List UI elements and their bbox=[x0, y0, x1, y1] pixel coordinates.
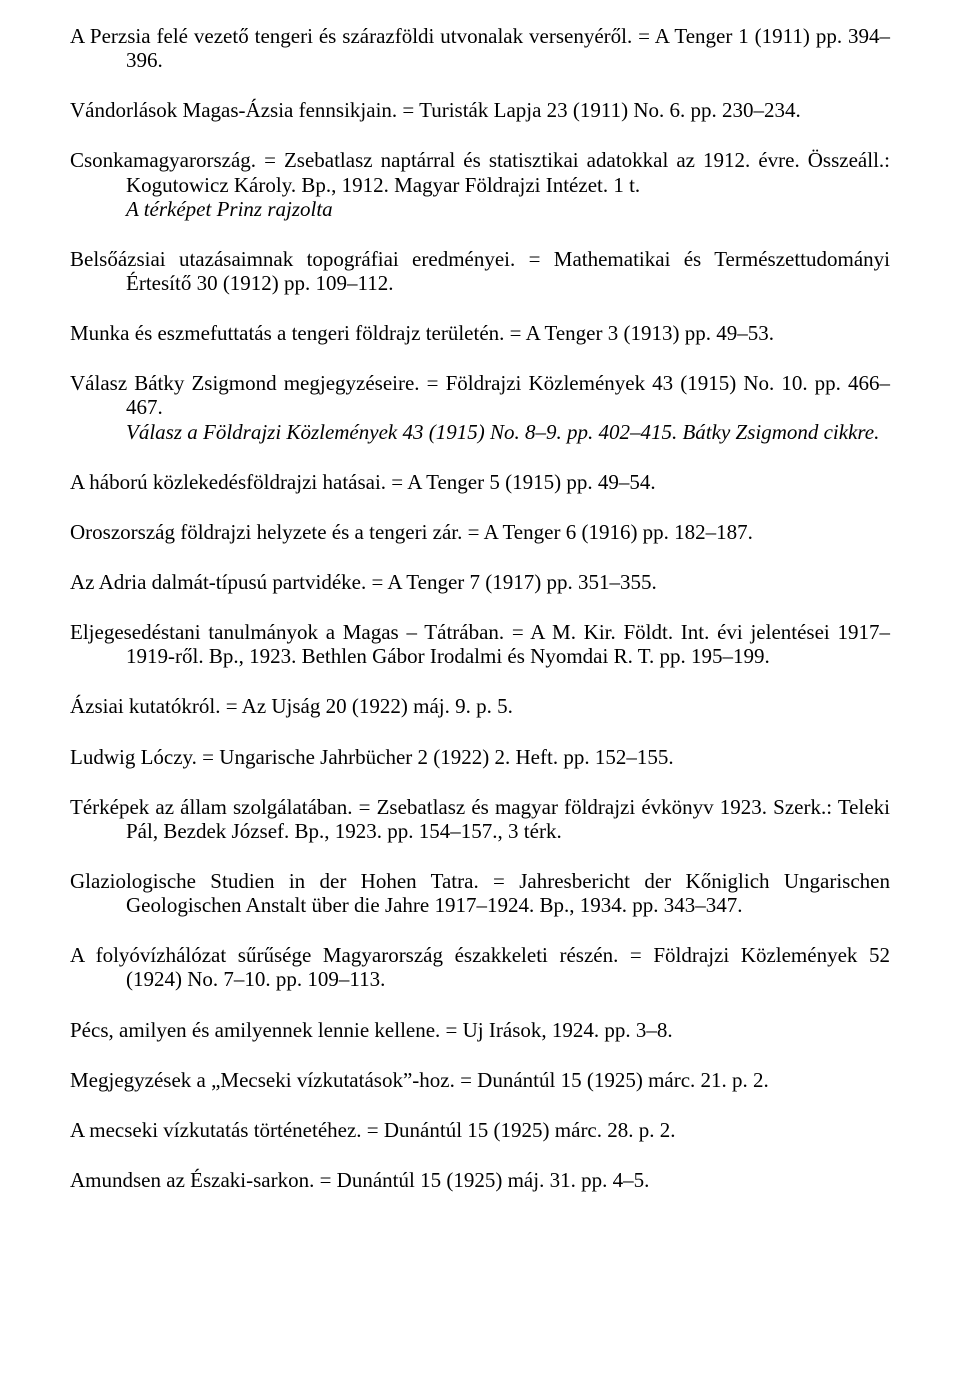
entry-text: Pécs, amilyen és amilyennek lennie kelle… bbox=[70, 1018, 890, 1042]
bibliography-entry: Amundsen az Északi-sarkon. = Dunántúl 15… bbox=[70, 1168, 890, 1192]
entry-text: Amundsen az Északi-sarkon. = Dunántúl 15… bbox=[70, 1168, 890, 1192]
entry-text: Munka és eszmefuttatás a tengeri földraj… bbox=[70, 321, 890, 345]
entry-note: Válasz a Földrajzi Közlemények 43 (1915)… bbox=[70, 420, 890, 444]
entry-text: Oroszország földrajzi helyzete és a teng… bbox=[70, 520, 890, 544]
bibliography-entry: Glaziologische Studien in der Hohen Tatr… bbox=[70, 869, 890, 917]
bibliography-entry: Munka és eszmefuttatás a tengeri földraj… bbox=[70, 321, 890, 345]
entry-text: Vándorlások Magas-Ázsia fennsikjain. = T… bbox=[70, 98, 890, 122]
entry-note: A térképet Prinz rajzolta bbox=[70, 197, 890, 221]
bibliography-entry: Vándorlások Magas-Ázsia fennsikjain. = T… bbox=[70, 98, 890, 122]
entry-text: Csonkamagyarország. = Zsebatlasz naptárr… bbox=[70, 148, 890, 196]
bibliography-entry: Oroszország földrajzi helyzete és a teng… bbox=[70, 520, 890, 544]
bibliography-entry: Megjegyzések a „Mecseki vízkutatások”-ho… bbox=[70, 1068, 890, 1092]
entry-text: A háború közlekedésföldrajzi hatásai. = … bbox=[70, 470, 890, 494]
entry-text: Válasz Bátky Zsigmond megjegyzéseire. = … bbox=[70, 371, 890, 419]
entry-text: Eljegesedéstani tanulmányok a Magas – Tá… bbox=[70, 620, 890, 668]
bibliography-entry: Ázsiai kutatókról. = Az Ujság 20 (1922) … bbox=[70, 694, 890, 718]
bibliography-entry: A háború közlekedésföldrajzi hatásai. = … bbox=[70, 470, 890, 494]
bibliography-entry: Eljegesedéstani tanulmányok a Magas – Tá… bbox=[70, 620, 890, 668]
bibliography-entry: Térképek az állam szolgálatában. = Zseba… bbox=[70, 795, 890, 843]
bibliography-list: A Perzsia felé vezető tengeri és szárazf… bbox=[70, 24, 890, 1192]
bibliography-entry: A folyóvízhálózat sűrűsége Magyarország … bbox=[70, 943, 890, 991]
entry-text: Megjegyzések a „Mecseki vízkutatások”-ho… bbox=[70, 1068, 890, 1092]
bibliography-entry: A mecseki vízkutatás történetéhez. = Dun… bbox=[70, 1118, 890, 1142]
entry-text: A mecseki vízkutatás történetéhez. = Dun… bbox=[70, 1118, 890, 1142]
entry-text: Az Adria dalmát-típusú partvidéke. = A T… bbox=[70, 570, 890, 594]
entry-text: Belsőázsiai utazásaimnak topográfiai ere… bbox=[70, 247, 890, 295]
bibliography-entry: Belsőázsiai utazásaimnak topográfiai ere… bbox=[70, 247, 890, 295]
entry-text: Ázsiai kutatókról. = Az Ujság 20 (1922) … bbox=[70, 694, 890, 718]
bibliography-entry: A Perzsia felé vezető tengeri és szárazf… bbox=[70, 24, 890, 72]
entry-text: Térképek az állam szolgálatában. = Zseba… bbox=[70, 795, 890, 843]
bibliography-entry: Ludwig Lóczy. = Ungarische Jahrbücher 2 … bbox=[70, 745, 890, 769]
bibliography-entry: Csonkamagyarország. = Zsebatlasz naptárr… bbox=[70, 148, 890, 220]
bibliography-entry: Válasz Bátky Zsigmond megjegyzéseire. = … bbox=[70, 371, 890, 443]
bibliography-entry: Pécs, amilyen és amilyennek lennie kelle… bbox=[70, 1018, 890, 1042]
entry-text: A folyóvízhálózat sűrűsége Magyarország … bbox=[70, 943, 890, 991]
entry-text: Glaziologische Studien in der Hohen Tatr… bbox=[70, 869, 890, 917]
bibliography-entry: Az Adria dalmát-típusú partvidéke. = A T… bbox=[70, 570, 890, 594]
entry-text: Ludwig Lóczy. = Ungarische Jahrbücher 2 … bbox=[70, 745, 890, 769]
entry-text: A Perzsia felé vezető tengeri és szárazf… bbox=[70, 24, 890, 72]
